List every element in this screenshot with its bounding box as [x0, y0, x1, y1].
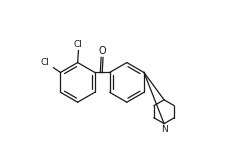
Text: N: N	[161, 125, 168, 134]
Text: O: O	[98, 46, 106, 56]
Text: Cl: Cl	[41, 58, 50, 67]
Text: Cl: Cl	[74, 40, 83, 49]
